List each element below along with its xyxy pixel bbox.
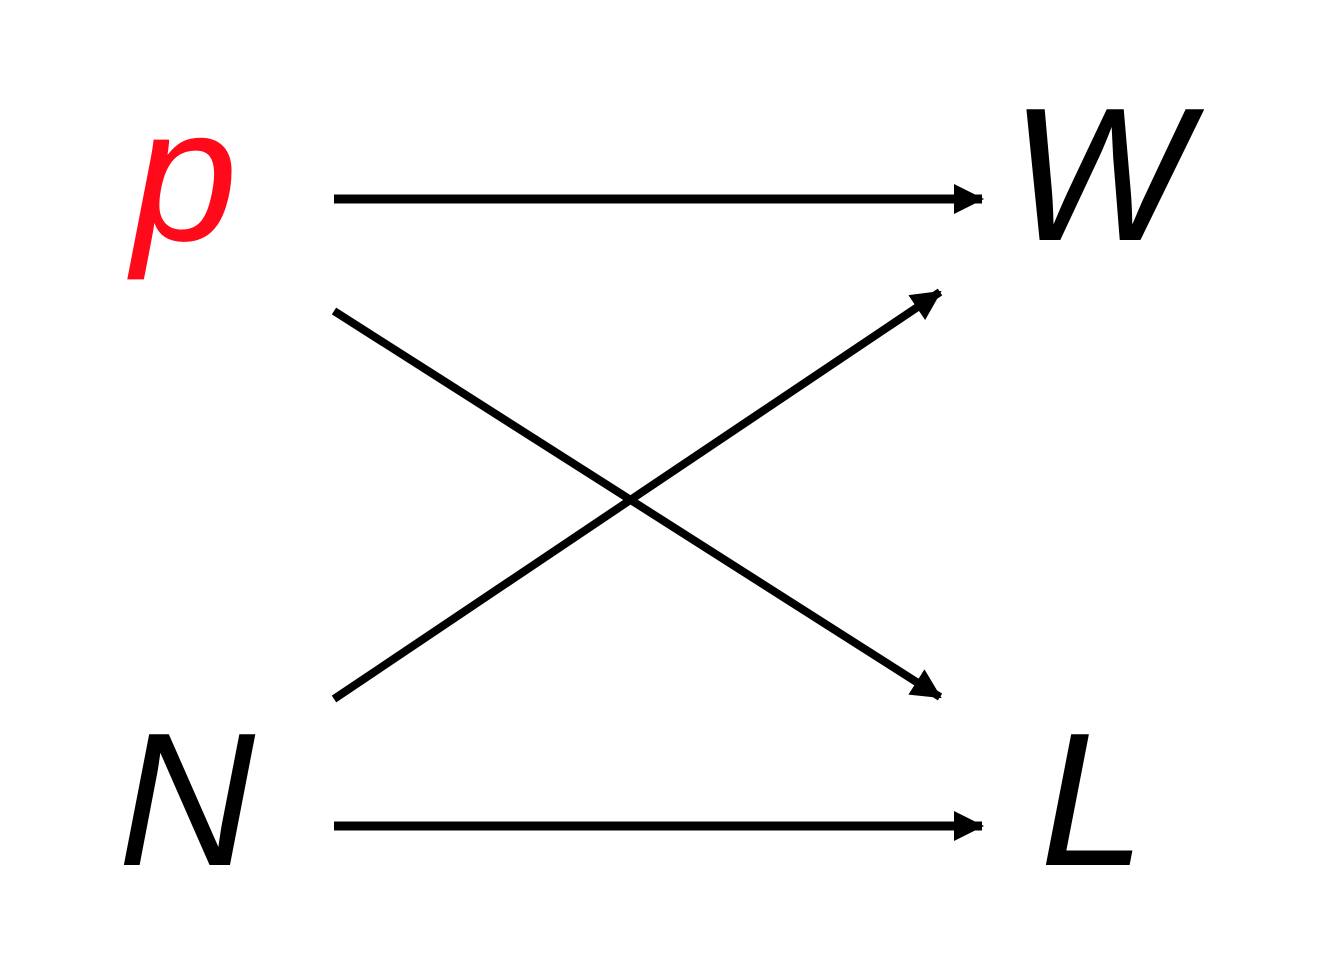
node-l: L [1040, 694, 1146, 906]
node-w: W [1010, 69, 1205, 281]
edge-p-to-l [331, 307, 943, 701]
node-n: N [118, 694, 256, 906]
node-p: p [127, 69, 238, 281]
edge-n-to-w [331, 288, 943, 703]
